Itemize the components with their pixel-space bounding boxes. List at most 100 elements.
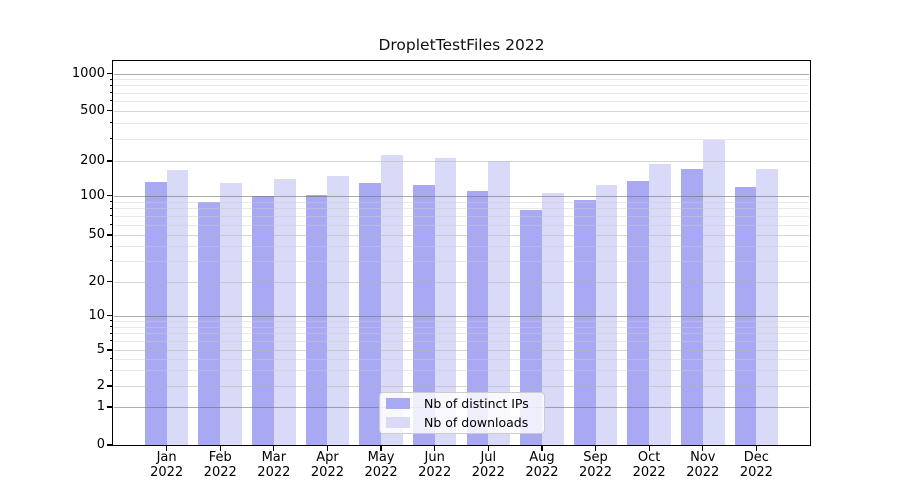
minor-gridline-900 bbox=[114, 79, 809, 81]
minor-gridline-3 bbox=[114, 370, 809, 372]
x-tick-label-aug: Aug 2022 bbox=[525, 450, 559, 480]
minor-gridline-7 bbox=[114, 333, 809, 335]
bar-downloads-nov bbox=[702, 140, 725, 445]
y-minortick-40 bbox=[110, 245, 113, 247]
minor-gridline-400 bbox=[114, 122, 809, 124]
y-tick-label-1000: 1000 bbox=[71, 65, 105, 81]
y-tick-label-200: 200 bbox=[80, 153, 105, 168]
legend: Nb of distinct IPs Nb of downloads bbox=[379, 392, 545, 434]
minor-gridline-9 bbox=[114, 320, 809, 322]
legend-label-downloads: Nb of downloads bbox=[424, 414, 529, 430]
minor-gridline-80 bbox=[114, 208, 809, 210]
y-tick-10 bbox=[107, 314, 113, 317]
minor-gridline-300 bbox=[114, 138, 809, 140]
y-tick-label-20: 20 bbox=[88, 273, 105, 289]
x-tick-label-dec: Dec 2022 bbox=[739, 450, 773, 480]
bar-downloads-aug bbox=[541, 193, 564, 445]
y-minortick-80 bbox=[110, 207, 113, 209]
y-tick-200 bbox=[107, 160, 113, 162]
y-minortick-8 bbox=[110, 326, 113, 328]
y-tick-label-5: 5 bbox=[96, 342, 105, 357]
y-tick-5 bbox=[107, 349, 113, 351]
minor-gridline-6 bbox=[114, 340, 809, 342]
x-tick-label-nov: Nov 2022 bbox=[686, 450, 720, 480]
major-gridline-200 bbox=[114, 161, 809, 162]
x-tick-label-may: May 2022 bbox=[364, 450, 398, 480]
x-tick-label-jan: Jan 2022 bbox=[150, 450, 184, 480]
minor-gridline-800 bbox=[114, 85, 809, 87]
y-tick-label-1: 1 bbox=[96, 399, 105, 414]
bar-downloads-sep bbox=[595, 184, 618, 445]
bar-distinct-ips-dec bbox=[734, 186, 757, 445]
y-tick-label-2: 2 bbox=[96, 378, 105, 393]
y-minortick-400 bbox=[110, 122, 113, 124]
minor-gridline-700 bbox=[114, 92, 809, 94]
minor-gridline-600 bbox=[114, 100, 809, 102]
y-minortick-700 bbox=[110, 92, 113, 94]
x-tick-feb bbox=[219, 446, 221, 451]
x-tick-dec bbox=[755, 446, 757, 451]
bar-distinct-ips-sep bbox=[573, 200, 596, 445]
y-tick-label-10: 10 bbox=[88, 307, 105, 323]
y-minortick-900 bbox=[110, 78, 113, 80]
x-tick-label-jul: Jul 2022 bbox=[471, 450, 505, 480]
y-tick-label-100: 100 bbox=[80, 187, 105, 203]
y-tick-500 bbox=[107, 110, 113, 112]
bar-distinct-ips-apr bbox=[305, 194, 328, 445]
y-minortick-3 bbox=[110, 369, 113, 371]
bar-downloads-jan bbox=[166, 169, 189, 445]
x-tick-label-apr: Apr 2022 bbox=[310, 450, 344, 480]
y-minortick-6 bbox=[110, 340, 113, 342]
plot-frame bbox=[112, 60, 811, 446]
bar-distinct-ips-feb bbox=[198, 202, 221, 445]
legend-item-distinct-ips: Nb of distinct IPs bbox=[386, 396, 536, 412]
y-minortick-30 bbox=[110, 260, 113, 262]
major-gridline-20 bbox=[114, 281, 809, 283]
x-tick-apr bbox=[326, 446, 329, 451]
x-tick-aug bbox=[541, 446, 543, 451]
minor-gridline-60 bbox=[114, 224, 809, 226]
major-gridline-100 bbox=[114, 195, 809, 197]
y-minortick-9 bbox=[110, 320, 113, 322]
y-minortick-90 bbox=[110, 201, 113, 202]
x-tick-nov bbox=[702, 446, 704, 451]
major-gridline-1000 bbox=[114, 73, 809, 75]
major-gridline-50 bbox=[114, 235, 809, 236]
minor-gridline-90 bbox=[114, 201, 809, 203]
major-gridline-2 bbox=[114, 386, 809, 387]
x-tick-jan bbox=[166, 446, 168, 451]
minor-gridline-40 bbox=[114, 246, 809, 248]
y-tick-100 bbox=[107, 194, 113, 197]
x-tick-label-mar: Mar 2022 bbox=[257, 450, 291, 480]
y-tick-0 bbox=[107, 444, 113, 446]
x-tick-sep bbox=[594, 446, 597, 451]
chart-title: DropletTestFiles 2022 bbox=[378, 36, 545, 54]
legend-item-downloads: Nb of downloads bbox=[386, 415, 536, 431]
legend-swatch-distinct-ips bbox=[386, 398, 410, 409]
x-tick-oct bbox=[648, 446, 650, 451]
y-tick-label-50: 50 bbox=[88, 227, 105, 242]
x-tick-mar bbox=[273, 446, 275, 451]
x-tick-label-jun: Jun 2022 bbox=[418, 450, 452, 480]
bar-downloads-dec bbox=[756, 168, 779, 445]
y-minortick-70 bbox=[110, 215, 113, 217]
major-gridline-5 bbox=[114, 350, 809, 351]
x-tick-jul bbox=[487, 446, 489, 451]
y-minortick-4 bbox=[110, 358, 113, 360]
y-tick-2 bbox=[107, 385, 113, 387]
bar-distinct-ips-nov bbox=[680, 168, 703, 445]
y-minortick-300 bbox=[110, 138, 113, 140]
y-tick-label-500: 500 bbox=[80, 102, 105, 118]
bar-distinct-ips-may bbox=[359, 182, 382, 445]
x-tick-label-sep: Sep 2022 bbox=[578, 450, 613, 480]
major-gridline-500 bbox=[114, 110, 809, 112]
y-minortick-7 bbox=[110, 332, 113, 334]
bar-downloads-mar bbox=[273, 179, 296, 445]
y-minortick-600 bbox=[110, 100, 113, 102]
y-minortick-800 bbox=[110, 84, 113, 86]
bar-distinct-ips-mar bbox=[252, 195, 274, 445]
bar-downloads-oct bbox=[649, 163, 671, 445]
x-tick-jun bbox=[434, 446, 436, 451]
y-minortick-60 bbox=[110, 224, 113, 226]
y-tick-20 bbox=[107, 280, 113, 283]
